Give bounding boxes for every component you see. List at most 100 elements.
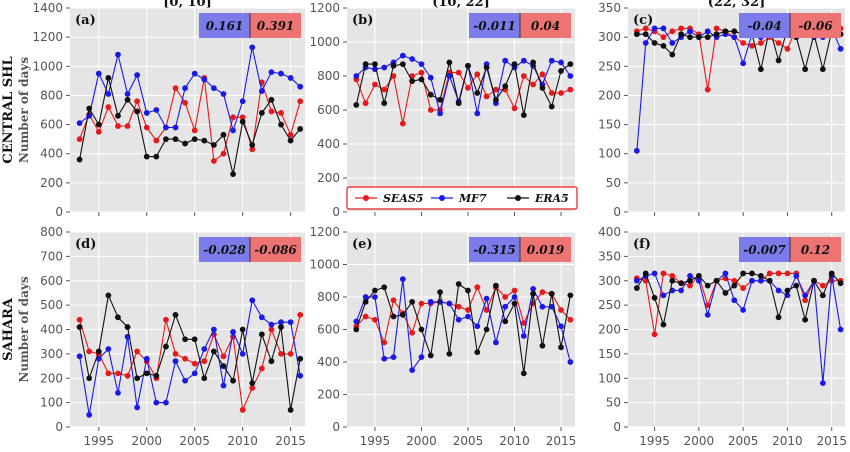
data-point-mf7 bbox=[642, 40, 649, 46]
series-line-era5 bbox=[355, 60, 571, 116]
data-point-seas5 bbox=[182, 355, 189, 362]
data-point-mf7 bbox=[239, 98, 246, 105]
data-point-seas5 bbox=[784, 45, 791, 52]
data-point-era5 bbox=[465, 62, 471, 69]
y-tick-label: 300 bbox=[598, 274, 621, 288]
x-tick-label: 2015 bbox=[816, 434, 847, 448]
data-point-seas5 bbox=[740, 40, 747, 46]
y-tick-label: 800 bbox=[40, 225, 63, 239]
legend-marker bbox=[363, 195, 369, 201]
data-point-era5 bbox=[297, 126, 304, 132]
data-point-seas5 bbox=[182, 99, 189, 106]
data-point-seas5 bbox=[642, 25, 649, 32]
data-point-seas5 bbox=[201, 358, 208, 365]
data-point-mf7 bbox=[474, 110, 481, 117]
y-tick-label: 50 bbox=[606, 176, 621, 190]
data-point-era5 bbox=[268, 358, 275, 365]
data-point-era5 bbox=[124, 324, 131, 330]
data-point-era5 bbox=[669, 51, 676, 58]
data-point-era5 bbox=[819, 66, 826, 73]
data-point-era5 bbox=[687, 34, 693, 41]
data-point-era5 bbox=[105, 75, 112, 81]
data-point-mf7 bbox=[191, 370, 198, 377]
data-point-mf7 bbox=[695, 277, 702, 284]
series-line-era5 bbox=[355, 283, 571, 374]
data-point-seas5 bbox=[134, 98, 141, 105]
data-point-seas5 bbox=[191, 360, 198, 367]
data-point-era5 bbox=[722, 290, 729, 296]
y-tick-label: 400 bbox=[317, 355, 340, 369]
data-point-era5 bbox=[437, 96, 443, 103]
y-tick-label: 200 bbox=[317, 388, 340, 402]
panel-label: (d) bbox=[75, 237, 96, 252]
column-title: (22, 32] bbox=[708, 0, 766, 10]
score-value: 0.161 bbox=[206, 19, 244, 33]
data-point-mf7 bbox=[687, 28, 693, 35]
data-point-era5 bbox=[474, 349, 481, 356]
y-tick-label: 1000 bbox=[32, 59, 63, 73]
data-point-era5 bbox=[362, 61, 369, 67]
data-point-era5 bbox=[749, 270, 755, 277]
data-point-mf7 bbox=[757, 277, 764, 284]
score-value: -0.04 bbox=[747, 19, 781, 33]
data-point-mf7 bbox=[249, 44, 256, 51]
data-point-era5 bbox=[757, 272, 764, 279]
data-point-seas5 bbox=[642, 277, 649, 284]
y-tick-label: 250 bbox=[598, 298, 621, 312]
data-point-mf7 bbox=[239, 350, 246, 357]
data-point-era5 bbox=[143, 153, 150, 160]
data-point-era5 bbox=[520, 112, 527, 118]
data-point-era5 bbox=[134, 375, 141, 382]
score-value: 0.12 bbox=[801, 243, 830, 257]
data-point-era5 bbox=[651, 294, 658, 301]
data-point-seas5 bbox=[297, 311, 304, 318]
data-point-seas5 bbox=[492, 86, 499, 93]
y-tick-label: 0 bbox=[613, 205, 621, 219]
data-point-era5 bbox=[76, 156, 83, 163]
y-tick-label: 1000 bbox=[309, 258, 340, 272]
data-point-seas5 bbox=[418, 69, 425, 76]
data-point-era5 bbox=[418, 326, 425, 333]
y-tick-label: 200 bbox=[598, 323, 621, 337]
data-point-era5 bbox=[704, 34, 711, 41]
data-point-mf7 bbox=[220, 91, 227, 97]
data-point-seas5 bbox=[539, 289, 546, 296]
data-point-era5 bbox=[297, 355, 304, 362]
y-tick-label: 800 bbox=[317, 290, 340, 304]
y-tick-label: 0 bbox=[613, 420, 621, 434]
data-point-era5 bbox=[105, 292, 112, 299]
data-point-era5 bbox=[474, 90, 481, 96]
data-point-seas5 bbox=[268, 108, 275, 115]
data-point-seas5 bbox=[372, 81, 378, 88]
series-line-era5 bbox=[636, 272, 842, 327]
data-point-era5 bbox=[76, 324, 83, 330]
data-point-mf7 bbox=[660, 25, 667, 32]
data-point-seas5 bbox=[511, 287, 518, 294]
data-point-era5 bbox=[492, 282, 499, 289]
data-point-era5 bbox=[793, 282, 800, 289]
data-point-mf7 bbox=[558, 59, 564, 66]
y-tick-label: 1000 bbox=[309, 35, 340, 49]
data-point-seas5 bbox=[418, 300, 425, 307]
x-tick-label: 2015 bbox=[546, 434, 577, 448]
data-point-era5 bbox=[520, 370, 527, 377]
data-point-era5 bbox=[837, 280, 844, 287]
data-point-era5 bbox=[163, 136, 169, 143]
data-point-era5 bbox=[511, 300, 518, 307]
data-point-era5 bbox=[390, 62, 397, 69]
data-point-era5 bbox=[558, 344, 564, 351]
data-point-seas5 bbox=[153, 137, 160, 144]
data-point-mf7 bbox=[502, 57, 509, 64]
y-tick-label: 1400 bbox=[32, 1, 63, 15]
data-point-era5 bbox=[153, 153, 160, 160]
data-point-era5 bbox=[191, 136, 198, 143]
data-point-seas5 bbox=[105, 370, 112, 377]
data-point-mf7 bbox=[153, 107, 160, 113]
data-point-mf7 bbox=[201, 346, 208, 352]
y-tick-label: 200 bbox=[40, 371, 63, 385]
data-point-mf7 bbox=[749, 277, 755, 284]
data-point-era5 bbox=[651, 40, 658, 46]
data-point-mf7 bbox=[409, 367, 416, 374]
data-point-mf7 bbox=[143, 110, 150, 116]
data-point-era5 bbox=[287, 407, 294, 413]
